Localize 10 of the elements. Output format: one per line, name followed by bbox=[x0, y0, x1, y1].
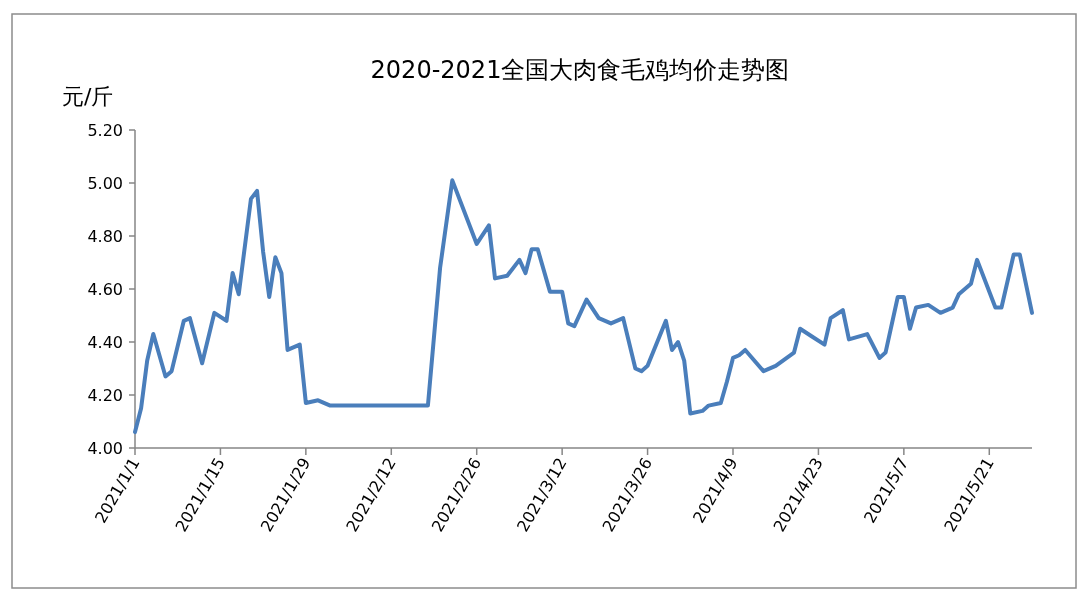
y-tick-label: 4.80 bbox=[87, 227, 123, 246]
y-tick-label: 4.20 bbox=[87, 386, 123, 405]
line-series bbox=[133, 178, 1034, 435]
y-axis-title: 元/斤 bbox=[62, 84, 114, 109]
y-tick-label: 4.00 bbox=[87, 439, 123, 458]
y-tick-label: 4.40 bbox=[87, 333, 123, 352]
chart-title: 2020-2021全国大肉食毛鸡均价走势图 bbox=[370, 56, 790, 84]
y-tick-label: 4.60 bbox=[87, 280, 123, 299]
y-tick-label: 5.20 bbox=[87, 121, 123, 140]
y-tick-label: 5.00 bbox=[87, 174, 123, 193]
